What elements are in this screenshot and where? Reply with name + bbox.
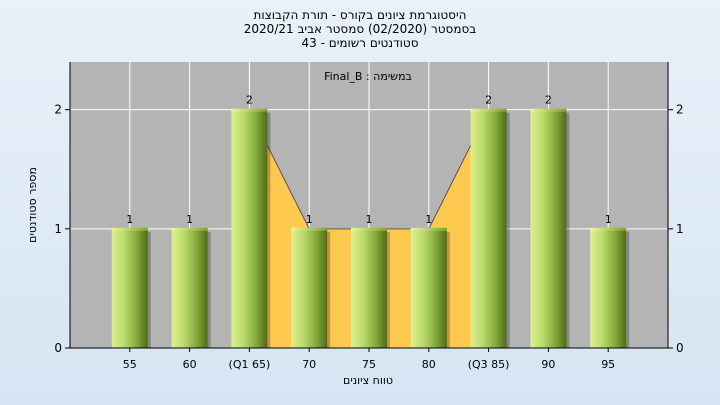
bar-data-label: 2: [246, 94, 253, 107]
bars: 1 1 2 1 1 1 2 2 1: [111, 94, 630, 349]
x-axis-label: טווח ציונים: [343, 374, 393, 387]
bar-cap: [470, 108, 507, 112]
bar-data-label: 1: [306, 213, 313, 226]
x-tick-label: 55: [123, 358, 137, 371]
bar-cap: [530, 108, 567, 112]
y-tick-label-right: 1: [676, 222, 684, 236]
bar: [171, 228, 208, 348]
bar-data-label: 1: [126, 213, 133, 226]
bar: [111, 228, 148, 348]
bar-cap: [171, 227, 208, 231]
chart-titles: היסטוגרמת ציונים בקורס - תורת הקבוצות בס…: [0, 8, 720, 50]
legend: במשימה : Final_B: [324, 70, 412, 83]
axes: 0 0 1 1 2 2 55 60 (Q1 65) 70 75 80 (Q3 85) 90 95: [54, 62, 684, 371]
x-tick-label: (Q3 85): [468, 358, 510, 371]
bar: [351, 228, 387, 348]
x-tick-label: 60: [183, 358, 197, 371]
bar: [530, 109, 567, 349]
x-tick-label: 70: [302, 358, 316, 371]
x-tick-label: 75: [362, 358, 376, 371]
bar: [231, 109, 268, 349]
bar: [291, 228, 328, 348]
x-tick-label: 95: [601, 358, 615, 371]
bar: [410, 228, 447, 348]
bar: [590, 228, 627, 348]
y-axis-label: מספר סטודנטים: [26, 167, 39, 243]
bar-data-label: 1: [186, 213, 193, 226]
y-tick-label-right: 2: [676, 103, 684, 117]
bar-data-label: 1: [366, 213, 373, 226]
bar-cap: [590, 227, 627, 231]
bar-cap: [111, 227, 148, 231]
bar-cap: [351, 227, 387, 231]
y-tick-label-left: 1: [54, 222, 62, 236]
bar-cap: [231, 108, 268, 112]
bar-data-label: 1: [605, 213, 612, 226]
chart-title: היסטוגרמת ציונים בקורס - תורת הקבוצות: [253, 8, 467, 22]
y-tick-label-left: 2: [54, 103, 62, 117]
x-tick-label: 80: [422, 358, 436, 371]
bar-data-label: 1: [425, 213, 432, 226]
bar-cap: [291, 227, 328, 231]
registered-students: סטודנטים רשומים - 43: [301, 36, 419, 50]
y-tick-label-left: 0: [54, 341, 62, 355]
bar-cap: [410, 227, 447, 231]
chart-subtitle: בסמסטר (02/2020) סמסטר אביב 2020/21: [243, 22, 477, 36]
x-tick-label: 90: [541, 358, 555, 371]
x-tick-label: (Q1 65): [229, 358, 271, 371]
bar-data-label: 2: [485, 94, 492, 107]
y-tick-label-right: 0: [676, 341, 684, 355]
bar: [470, 109, 507, 349]
bar-data-label: 2: [545, 94, 552, 107]
